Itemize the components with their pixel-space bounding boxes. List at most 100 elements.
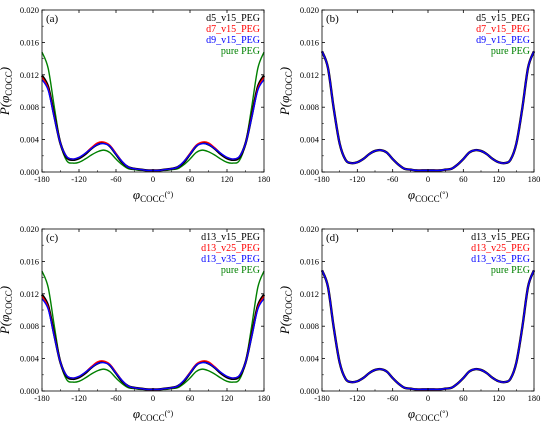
y-tick-label: 0.016 [300, 37, 319, 47]
panel-label: (a) [46, 13, 59, 25]
y-axis-title: P(φCOCC) [277, 286, 294, 335]
x-tick-label: 180 [528, 174, 541, 184]
y-tick-label: 0.020 [300, 5, 319, 15]
y-tick-label: 0.000 [300, 167, 319, 177]
y-tick-label: 0.012 [20, 70, 39, 80]
legend-entry: d9_v15_PEG [476, 35, 530, 46]
series-line-4 [41, 270, 265, 391]
x-tick-label: 60 [459, 174, 468, 184]
y-tick-label: 0.000 [20, 386, 39, 396]
x-tick-label: -180 [34, 393, 50, 403]
legend-entry: d13_v25_PEG [471, 243, 530, 254]
y-tick-label: 0.004 [20, 135, 40, 145]
x-tick-label: -60 [387, 174, 398, 184]
legend-entry: pure PEG [221, 46, 260, 57]
y-tick-label: 0.008 [300, 102, 319, 112]
chart-panel-4: -180 -120 -60 0 60 120 180 0.000 0.004 0.008 0.012… [277, 224, 540, 423]
y-tick-label: 0.012 [300, 289, 319, 299]
y-tick-label: 0.004 [300, 135, 320, 145]
y-tick-label: 0.020 [20, 5, 39, 15]
legend-entry: d13_v15_PEG [471, 232, 530, 243]
chart-panel-2: -180 -120 -60 0 60 120 180 0.000 0.004 0.008 0.012… [277, 5, 540, 204]
series-line-2 [41, 295, 265, 391]
x-tick-label: 0 [151, 393, 155, 403]
legend-entry: pure PEG [221, 265, 260, 276]
x-tick-label: 120 [221, 393, 234, 403]
x-tick-label: 60 [186, 174, 195, 184]
series-line-4 [321, 51, 535, 172]
x-tick-label: -60 [387, 393, 398, 403]
x-tick-label: 0 [426, 393, 430, 403]
x-axis-title: φCOCC(°) [408, 187, 449, 204]
x-tick-label: -60 [110, 393, 121, 403]
y-tick-label: 0.016 [300, 256, 319, 266]
x-tick-label: 180 [258, 393, 271, 403]
x-axis-title: φCOCC(°) [133, 187, 174, 204]
y-tick-label: 0.008 [300, 321, 319, 331]
y-tick-label: 0.016 [20, 256, 39, 266]
series-line-1 [40, 74, 266, 172]
series-line-3 [41, 79, 265, 172]
x-tick-label: 180 [258, 174, 271, 184]
series-line-3 [321, 270, 535, 391]
series-line-3 [41, 298, 265, 391]
x-tick-label: 60 [186, 393, 195, 403]
y-tick-label: 0.020 [300, 224, 319, 234]
x-tick-label: 120 [492, 393, 505, 403]
x-tick-label: 180 [528, 393, 541, 403]
y-tick-label: 0.008 [20, 102, 39, 112]
series-line-1 [320, 50, 536, 172]
y-tick-label: 0.004 [300, 354, 320, 364]
x-tick-label: -120 [71, 174, 87, 184]
x-tick-label: -120 [350, 393, 366, 403]
x-tick-label: -120 [71, 393, 87, 403]
legend-entry: d5_v15_PEG [206, 13, 260, 24]
legend-entry: d5_v15_PEG [476, 13, 530, 24]
y-tick-label: 0.020 [20, 224, 39, 234]
chart-panel-1: -180 -120 -60 0 60 120 180 0.000 0.004 0.008 0.012… [0, 5, 270, 204]
legend-entry: d13_v25_PEG [201, 243, 260, 254]
panel-label: (d) [326, 232, 339, 244]
y-tick-label: 0.000 [20, 167, 39, 177]
legend-entry: d13_v15_PEG [201, 232, 260, 243]
y-tick-label: 0.016 [20, 37, 39, 47]
y-tick-label: 0.012 [20, 289, 39, 299]
x-tick-label: 0 [151, 174, 155, 184]
legend-entry: pure PEG [491, 46, 530, 57]
legend-entry: d9_v15_PEG [206, 35, 260, 46]
series-line-4 [41, 51, 265, 172]
x-tick-label: -120 [350, 174, 366, 184]
x-axis-title: φCOCC(°) [133, 406, 174, 423]
series-line-3 [321, 51, 535, 172]
series-line-1 [320, 269, 536, 391]
panel-label: (c) [46, 232, 59, 244]
series-line-4 [321, 270, 535, 391]
x-tick-label: 120 [221, 174, 234, 184]
y-tick-label: 0.008 [20, 321, 39, 331]
series-line-2 [321, 51, 535, 172]
chart-panel-3: -180 -120 -60 0 60 120 180 0.000 0.004 0.008 0.012… [0, 224, 270, 423]
series-line-2 [321, 270, 535, 391]
y-tick-label: 0.012 [300, 70, 319, 80]
x-tick-label: 60 [459, 393, 468, 403]
x-tick-label: 0 [426, 174, 430, 184]
x-tick-label: -180 [314, 393, 330, 403]
y-tick-label: 0.000 [300, 386, 319, 396]
x-tick-label: -60 [110, 174, 121, 184]
panel-label: (b) [326, 13, 339, 25]
y-axis-title: P(φCOCC) [0, 67, 14, 116]
y-axis-title: P(φCOCC) [277, 67, 294, 116]
series-line-2 [41, 76, 265, 172]
x-axis-title: φCOCC(°) [408, 406, 449, 423]
x-tick-label: -180 [34, 174, 50, 184]
legend-entry: d13_v35_PEG [471, 254, 530, 265]
x-tick-label: -180 [314, 174, 330, 184]
legend-entry: d7_v15_PEG [206, 24, 260, 35]
y-axis-title: P(φCOCC) [0, 286, 14, 335]
x-tick-label: 120 [492, 174, 505, 184]
legend-entry: d7_v15_PEG [476, 24, 530, 35]
y-tick-label: 0.004 [20, 354, 40, 364]
series-line-1 [40, 293, 266, 391]
legend-entry: pure PEG [491, 265, 530, 276]
